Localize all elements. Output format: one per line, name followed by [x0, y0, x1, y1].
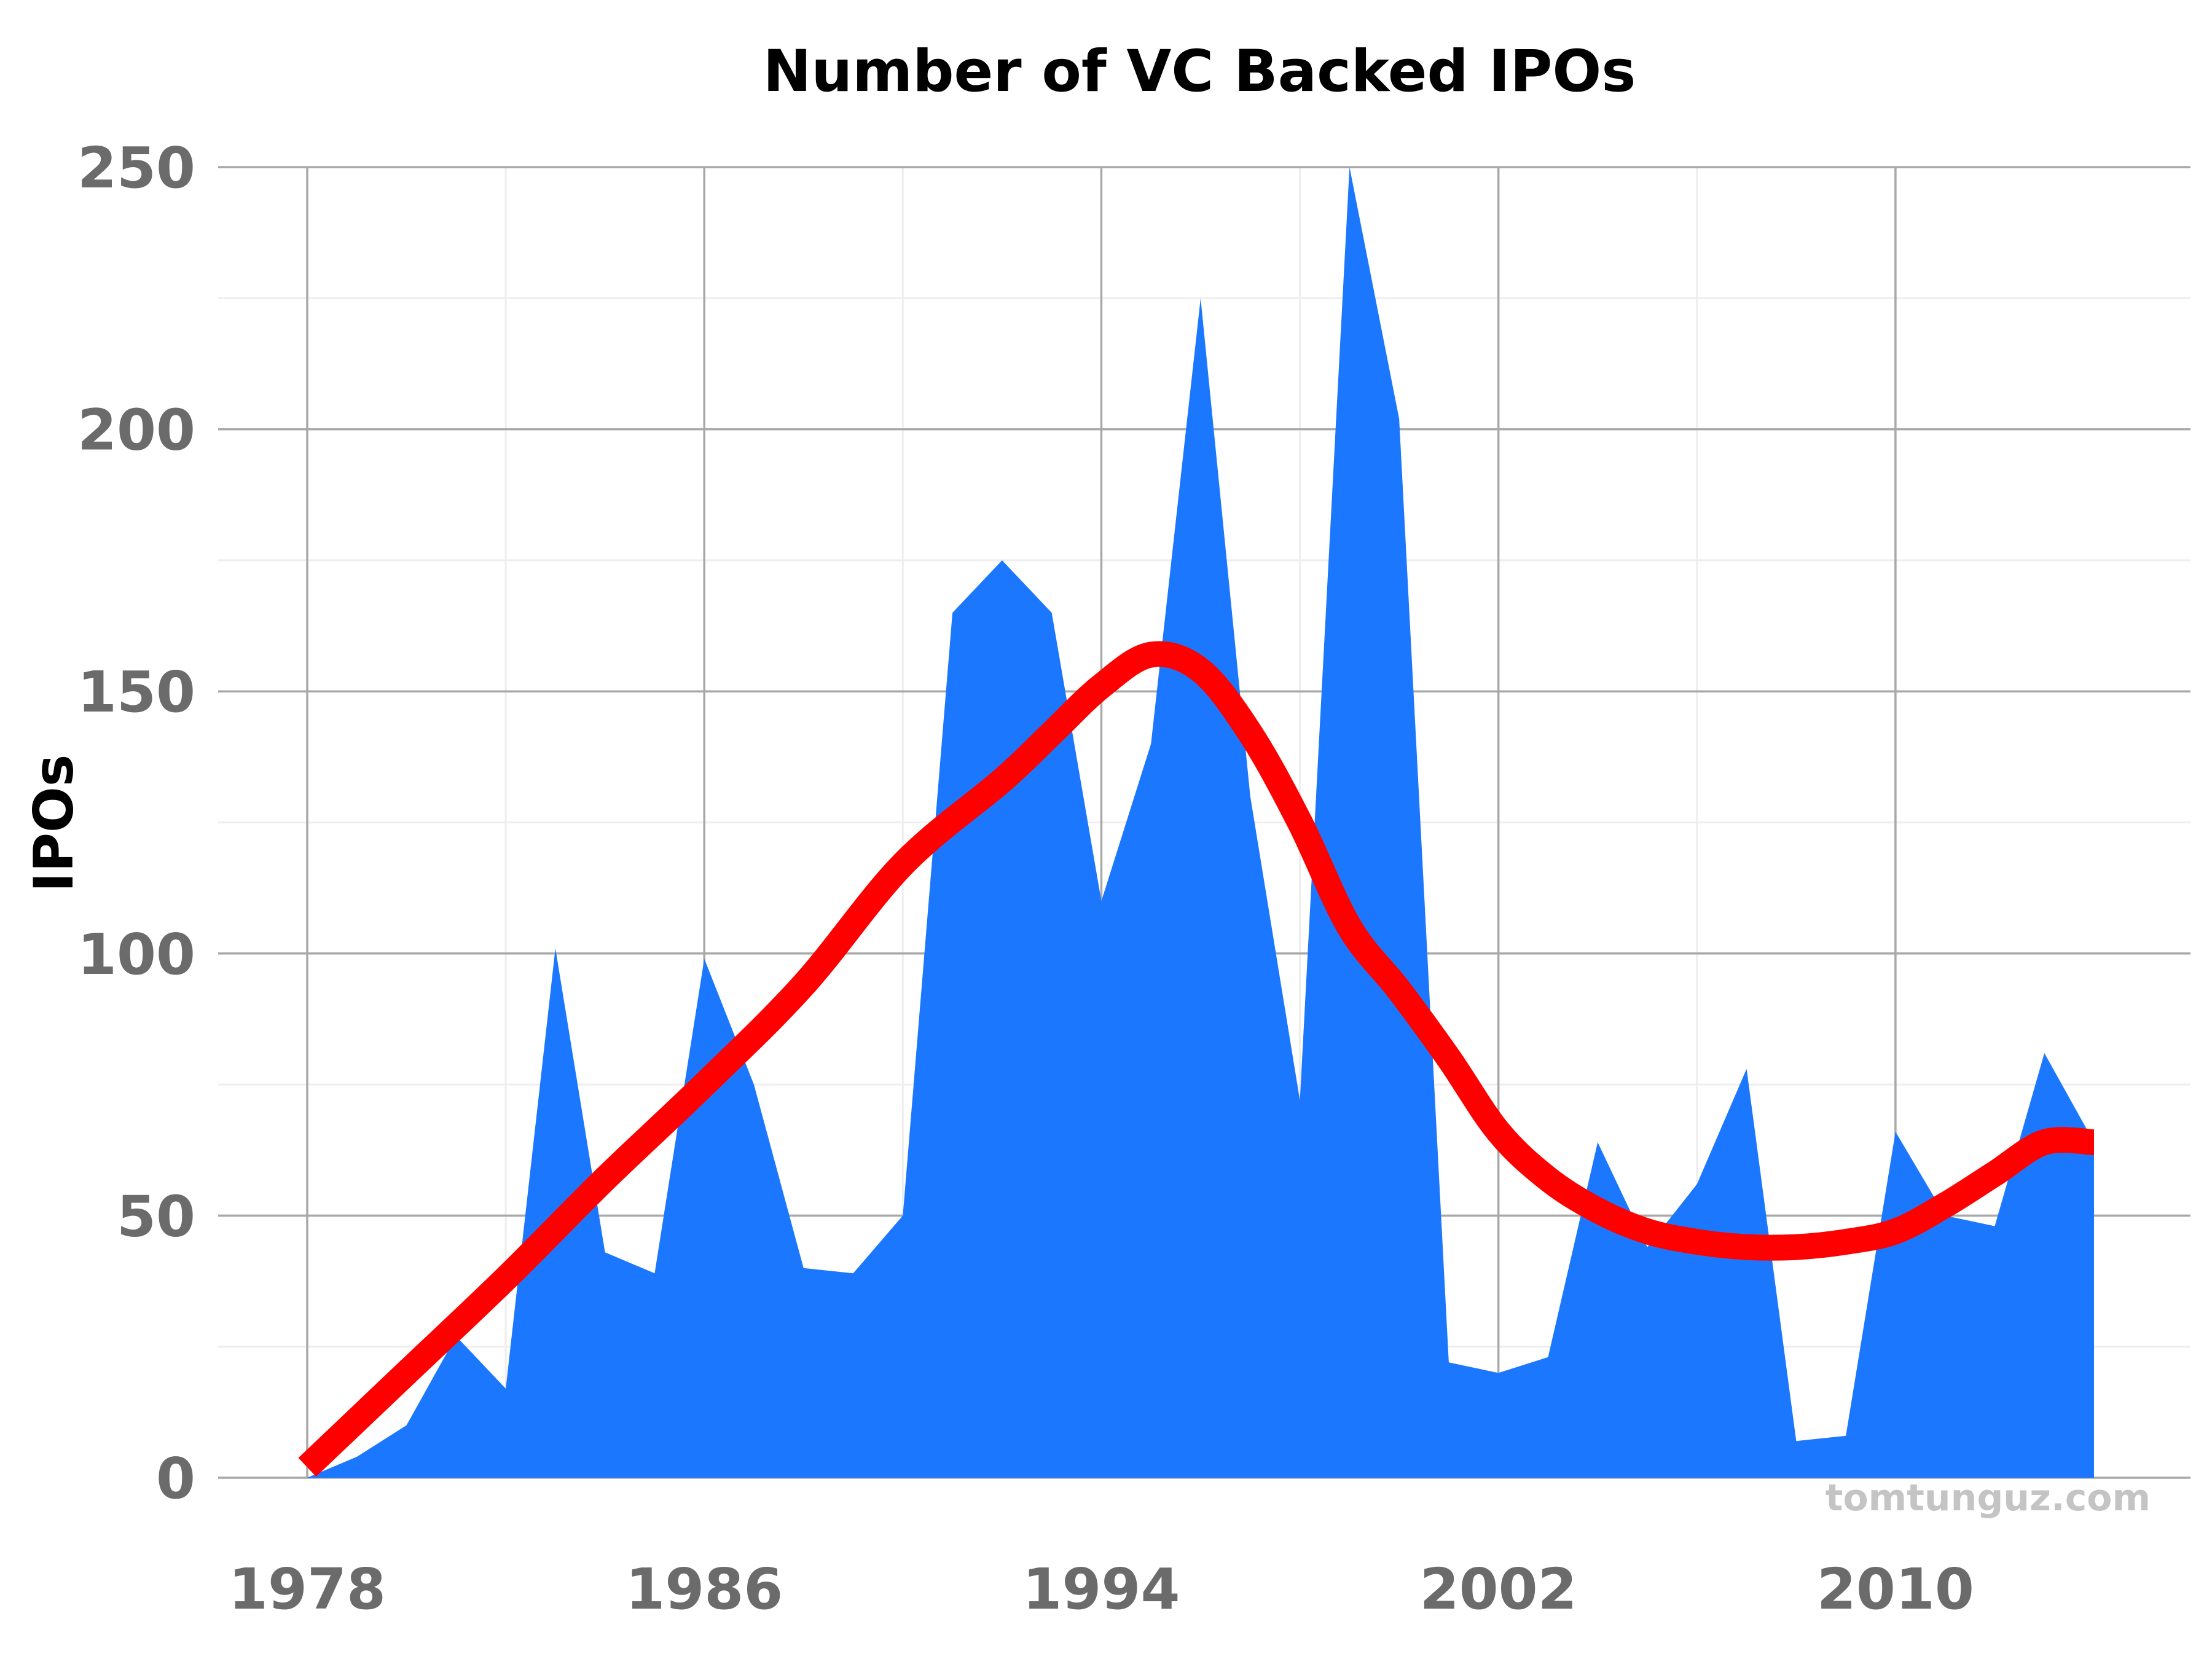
y-tick-label: 250	[77, 135, 195, 201]
x-tick-label: 1978	[229, 1556, 386, 1622]
x-tick-label: 1994	[1022, 1556, 1180, 1622]
trend-line	[298, 641, 2095, 1477]
line-layer	[298, 641, 2095, 1477]
x-tick-label: 1986	[626, 1556, 783, 1622]
ipo-count-area	[307, 167, 2094, 1478]
y-tick-label: 100	[77, 922, 195, 987]
y-tick-label: 0	[156, 1446, 195, 1512]
area-layer	[307, 167, 2094, 1478]
y-tick-label: 50	[117, 1183, 195, 1249]
y-tick-label: 200	[77, 398, 195, 463]
x-axis-ticks: 1978 1986 1994 2002 2010	[229, 1556, 1974, 1622]
watermark-text: tomtunguz.com	[1826, 1477, 2151, 1520]
chart-title: Number of VC Backed IPOs	[763, 38, 1636, 105]
y-axis-title: IPOs	[22, 755, 85, 892]
x-tick-label: 2010	[1817, 1556, 1974, 1622]
y-axis-ticks: 0 50 100 150 200 250	[77, 135, 195, 1512]
y-tick-label: 150	[77, 659, 195, 725]
x-tick-label: 2002	[1420, 1556, 1577, 1622]
